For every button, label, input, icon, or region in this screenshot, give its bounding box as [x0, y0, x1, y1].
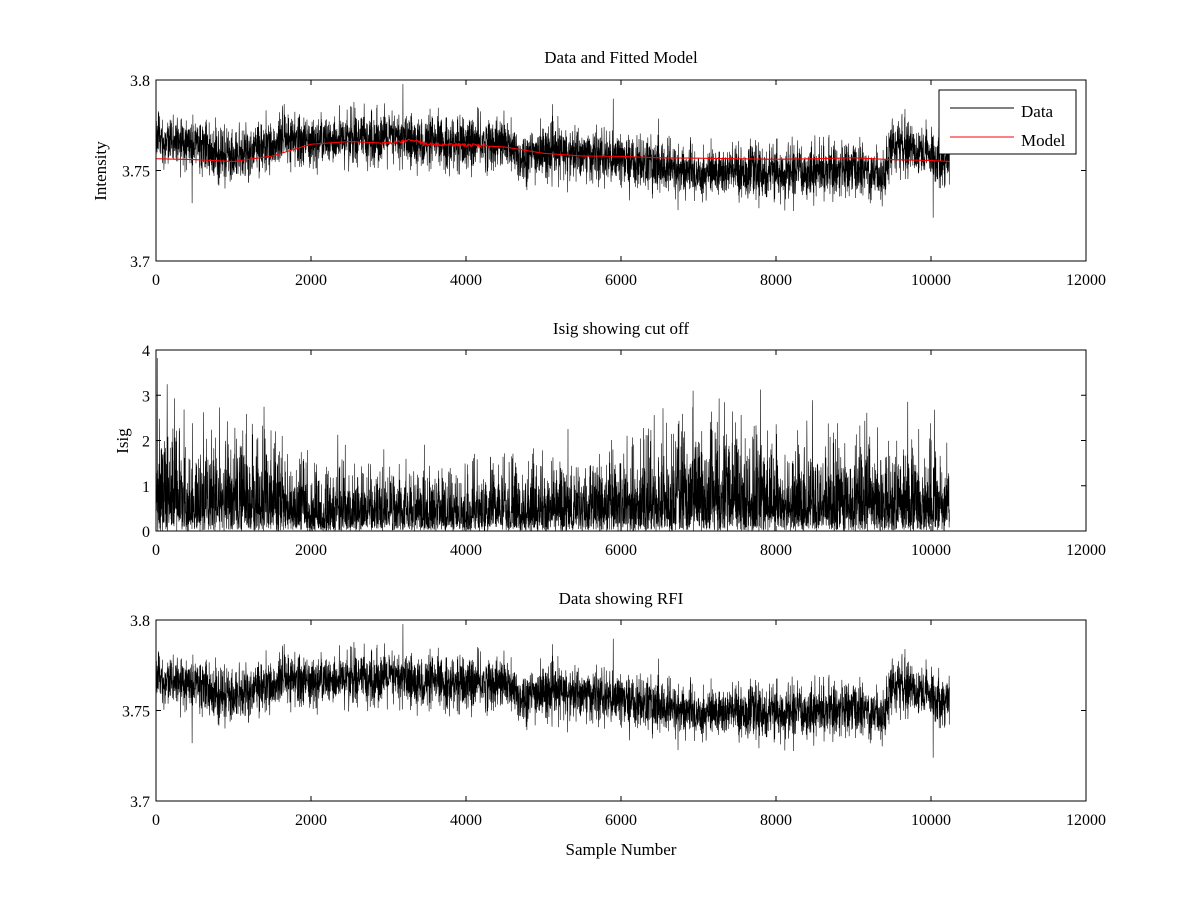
- x-tick-label: 6000: [605, 272, 637, 289]
- x-tick-label: 0: [152, 272, 160, 289]
- plot-area-3: [156, 623, 950, 758]
- x-tick-label: 2000: [295, 812, 327, 829]
- x-tick-label: 0: [152, 812, 160, 829]
- x-tick-label: 6000: [605, 812, 637, 829]
- x-tick-label: 2000: [295, 272, 327, 289]
- series-line-data: [156, 357, 950, 531]
- x-tick-label: 6000: [605, 542, 637, 559]
- x-axis-label-3: Sample Number: [566, 840, 677, 859]
- x-tick-label: 10000: [911, 272, 951, 289]
- y-ticks-2: 0 1 2 3 4: [142, 343, 1086, 541]
- plot-area-2: [156, 357, 950, 531]
- series-line-data: [156, 83, 950, 218]
- x-ticks-1: 0 2000 4000 6000 8000 10000 12000: [152, 80, 1106, 289]
- chart-title-2: Isig showing cut off: [553, 319, 689, 338]
- legend-label-data: Data: [1021, 102, 1054, 121]
- x-tick-label: 2000: [295, 542, 327, 559]
- chart-title-3: Data showing RFI: [559, 589, 684, 608]
- x-tick-label: 8000: [760, 272, 792, 289]
- y-tick-label: 3.75: [122, 704, 150, 721]
- y-tick-label: 1: [142, 479, 150, 496]
- y-axis-label-1: Intensity: [91, 141, 110, 201]
- x-tick-label: 4000: [450, 812, 482, 829]
- y-tick-label: 0: [142, 524, 150, 541]
- x-ticks-3: 0 2000 4000 6000 8000 10000 12000: [152, 620, 1106, 829]
- x-tick-label: 10000: [911, 542, 951, 559]
- y-tick-label: 3.8: [130, 73, 150, 90]
- x-ticks-2: 0 2000 4000 6000 8000 10000 12000: [152, 350, 1106, 559]
- y-tick-label: 2: [142, 434, 150, 451]
- y-ticks-1: 3.7 3.75 3.8: [122, 73, 1086, 271]
- x-tick-label: 8000: [760, 542, 792, 559]
- series-line-data: [156, 623, 950, 758]
- chart-panel-1: Data and Fitted Model 0 2000 4000 6000 8000 1…: [91, 48, 1106, 289]
- y-tick-label: 4: [142, 343, 150, 360]
- chart-panel-2: Isig showing cut off 0 2000 4000 6000 8000 10…: [113, 319, 1106, 559]
- plot-area-1: [156, 83, 950, 218]
- x-tick-label: 10000: [911, 812, 951, 829]
- x-tick-label: 12000: [1066, 542, 1106, 559]
- chart-panel-3: Data showing RFI 0 2000 4000 6000 8000 10000 1…: [122, 589, 1106, 859]
- x-tick-label: 0: [152, 542, 160, 559]
- series-line-model: [156, 138, 950, 162]
- x-tick-label: 4000: [450, 542, 482, 559]
- legend-label-model: Model: [1021, 131, 1066, 150]
- y-ticks-3: 3.7 3.75 3.8: [122, 613, 1086, 811]
- legend-box: [938, 89, 1077, 155]
- chart-title-1: Data and Fitted Model: [544, 48, 698, 67]
- y-tick-label: 3.75: [122, 164, 150, 181]
- y-tick-label: 3.7: [130, 794, 150, 811]
- y-tick-label: 3.8: [130, 613, 150, 630]
- legend: Data Model: [938, 89, 1077, 155]
- y-axis-label-2: Isig: [113, 428, 132, 454]
- x-tick-label: 4000: [450, 272, 482, 289]
- x-tick-label: 12000: [1066, 272, 1106, 289]
- x-tick-label: 12000: [1066, 812, 1106, 829]
- x-tick-label: 8000: [760, 812, 792, 829]
- y-tick-label: 3.7: [130, 254, 150, 271]
- y-tick-label: 3: [142, 388, 150, 405]
